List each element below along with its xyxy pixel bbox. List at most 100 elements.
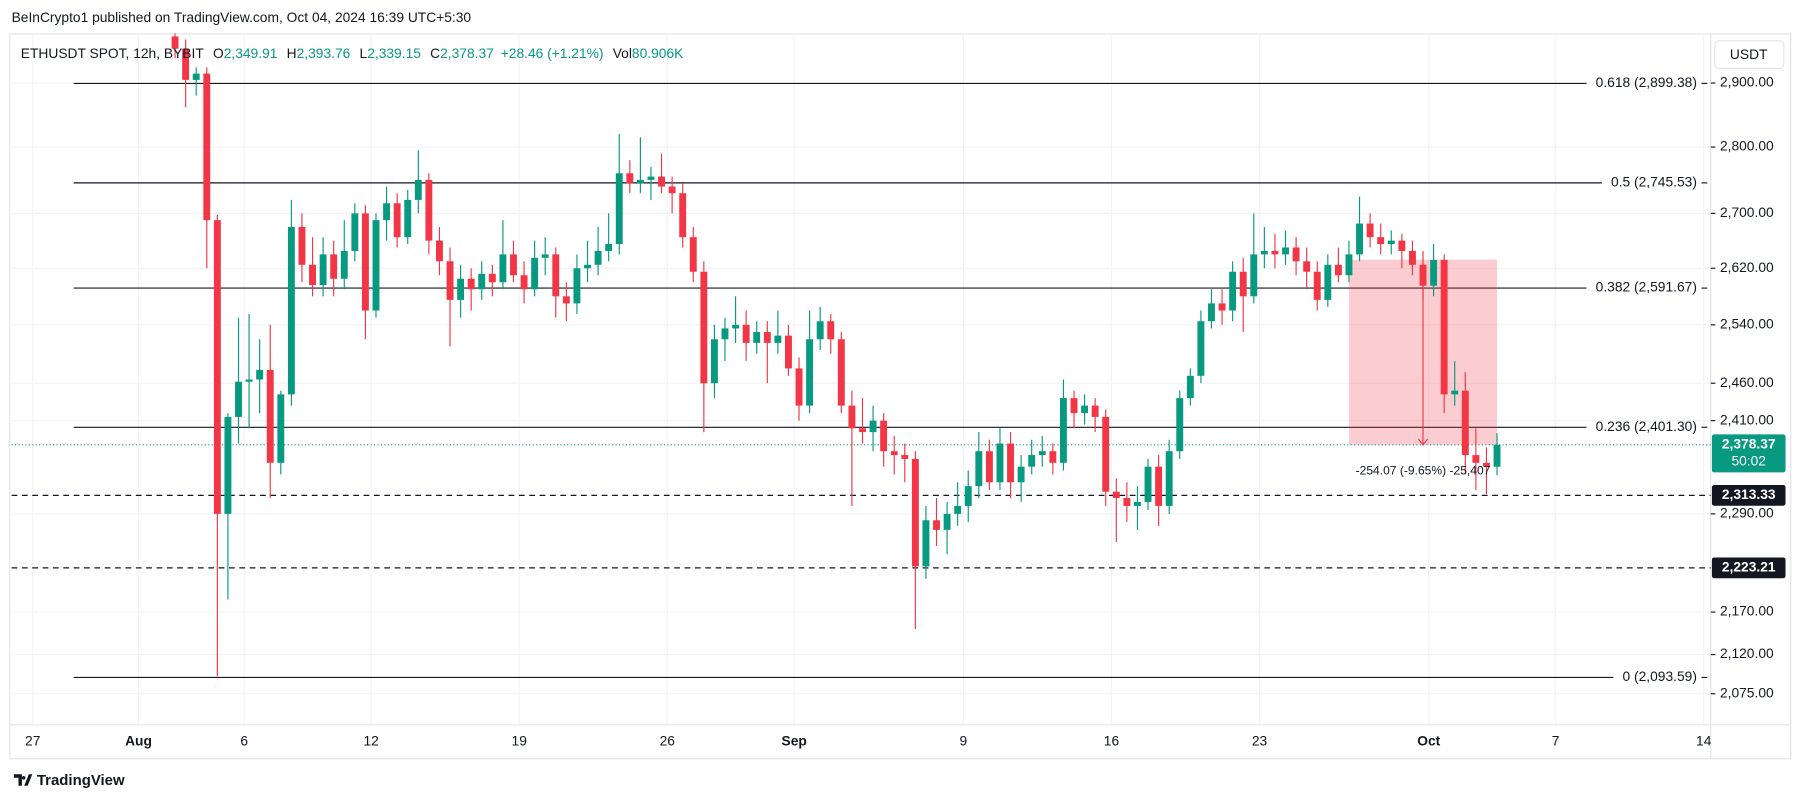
- candle-body: [1070, 398, 1078, 414]
- candle-body: [1218, 303, 1226, 311]
- candle-body: [467, 278, 475, 290]
- candle-body: [901, 455, 909, 459]
- price-label-box: [1711, 557, 1786, 579]
- candle-body: [203, 73, 211, 221]
- legend-key: H: [287, 46, 297, 61]
- candle-body: [753, 332, 761, 343]
- legend-value: 2,378.37: [440, 46, 494, 61]
- x-tick-label: Oct: [1417, 734, 1440, 749]
- candle-body: [330, 254, 338, 279]
- candle-body: [985, 451, 993, 483]
- candle-body: [510, 254, 517, 276]
- candle-body: [605, 244, 613, 251]
- x-tick-label: 27: [25, 734, 40, 749]
- candle-body: [383, 203, 391, 221]
- fib-label: 0 (2,093.59): [1623, 669, 1697, 684]
- candle-body: [721, 328, 729, 340]
- candle-body: [171, 36, 179, 49]
- y-tick-label: 2,460.00: [1720, 375, 1774, 390]
- candle-body: [1091, 405, 1099, 417]
- candle-body: [964, 486, 972, 506]
- candle-body: [478, 273, 486, 290]
- candle-body: [1123, 497, 1131, 506]
- candle-body: [457, 278, 465, 300]
- candle-body: [848, 405, 856, 429]
- candle-body: [1197, 321, 1205, 376]
- candle-body: [869, 420, 877, 433]
- currency-button[interactable]: [1714, 40, 1785, 70]
- candle-body: [732, 324, 740, 329]
- candle-body: [827, 321, 835, 340]
- candle-body: [774, 335, 782, 343]
- candle-body: [1366, 223, 1374, 238]
- measure-arrowhead: [1417, 438, 1429, 446]
- candle-body: [1282, 247, 1289, 255]
- candle-body: [806, 339, 814, 406]
- published-note: BeInCrypto1 published on TradingView.com…: [12, 10, 472, 25]
- candle-body: [975, 451, 983, 487]
- candle-body: [700, 271, 708, 384]
- fib-label: 0.5 (2,745.53): [1611, 175, 1697, 190]
- candle-body: [1493, 444, 1501, 467]
- price-label: 2,223.21: [1722, 560, 1776, 575]
- candle-body: [552, 254, 560, 297]
- candle-body: [880, 420, 888, 452]
- candle-body: [996, 443, 1004, 483]
- candle-body: [784, 335, 792, 369]
- candle-body: [1356, 223, 1363, 255]
- candle-body: [1176, 398, 1184, 452]
- last-price-label: 2,378.37: [1722, 436, 1776, 451]
- candle-body: [1451, 390, 1459, 395]
- x-tick-label: 26: [660, 734, 676, 749]
- candle-body: [309, 264, 316, 286]
- candle-body: [520, 275, 528, 290]
- candle-body: [954, 505, 962, 514]
- x-tick-label: 23: [1252, 734, 1268, 749]
- candle-body: [1250, 254, 1258, 297]
- candle-body: [1345, 254, 1353, 276]
- x-tick-label: 7: [1552, 734, 1560, 749]
- candle-body: [1324, 264, 1332, 300]
- legend-change: +28.46 (+1.21%): [501, 46, 604, 61]
- candle-body: [1271, 250, 1279, 255]
- candle-body: [615, 173, 623, 245]
- candle-body: [1017, 466, 1025, 483]
- candle-body: [541, 254, 549, 258]
- fib-label: 0.382 (2,591.67): [1596, 280, 1697, 295]
- candle-body: [213, 220, 221, 514]
- y-tick-label: 2,290.00: [1720, 506, 1774, 521]
- symbol: ETHUSDT SPOT, 12h, BYBIT: [21, 46, 205, 61]
- currency-label[interactable]: USDT: [1730, 47, 1768, 62]
- footer-brand: TradingView: [37, 772, 125, 789]
- x-tick-label: 6: [240, 734, 248, 749]
- candle-body: [435, 240, 443, 262]
- candle-body: [636, 179, 644, 184]
- symbol-legend: ETHUSDT SPOT, 12h, BYBIT O2,349.91 H2,393.…: [21, 46, 684, 61]
- candle-body: [372, 220, 380, 311]
- y-tick-label: 2,410.00: [1720, 412, 1774, 427]
- y-tick-label: 2,170.00: [1720, 604, 1774, 619]
- x-tick-label: 9: [960, 734, 968, 749]
- legend-key: O: [213, 46, 224, 61]
- candle-body: [933, 520, 940, 530]
- chart-frame: [9, 33, 1792, 760]
- axes: 2,075.00 2,120.00 2,170.00 2,290.00 2,410.00…: [25, 75, 1786, 749]
- candle-body: [245, 379, 253, 382]
- candle-body: [1303, 261, 1311, 272]
- candle-body: [277, 394, 285, 463]
- candle-body: [414, 179, 422, 200]
- candle-body: [1239, 271, 1247, 297]
- plot-area: [11, 33, 1711, 679]
- candle-body: [922, 520, 930, 567]
- candle-body: [1260, 250, 1268, 255]
- candle-body: [890, 451, 898, 456]
- candle-body: [816, 321, 824, 340]
- candle-body: [1112, 491, 1120, 498]
- candle-body: [584, 264, 591, 269]
- candle-countdown: 50:02: [1731, 454, 1766, 469]
- legend-volume: 80.906K: [632, 46, 684, 61]
- y-tick-label: 2,120.00: [1720, 646, 1774, 661]
- candle-body: [1186, 375, 1194, 399]
